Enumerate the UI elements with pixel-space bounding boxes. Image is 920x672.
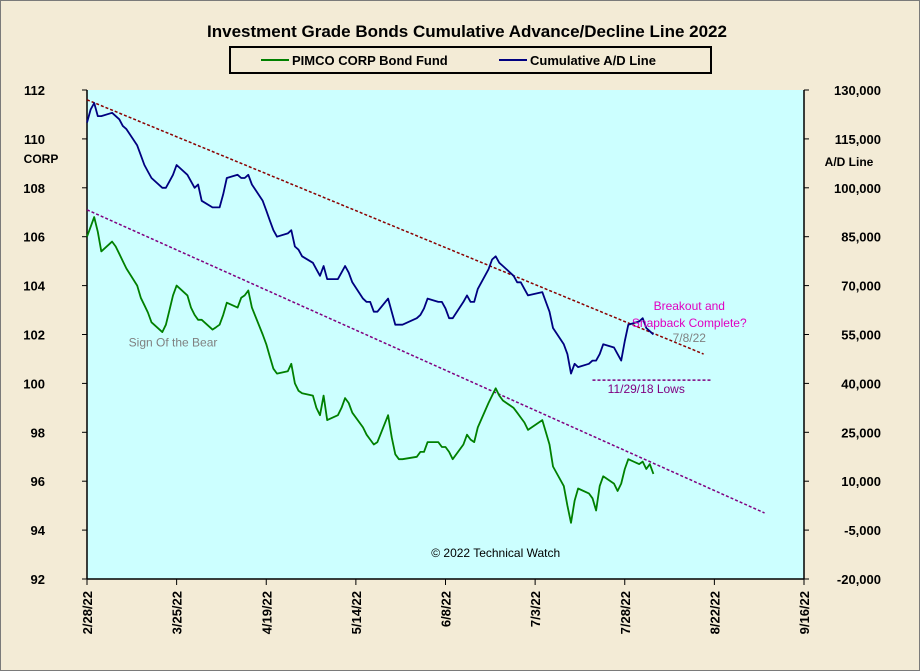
left-axis-tick-label: 96 (31, 474, 45, 489)
right-axis-tick-label: -20,000 (837, 572, 881, 587)
x-axis-tick-label: 3/25/22 (170, 591, 185, 634)
right-axis-tick-label: 40,000 (841, 376, 881, 391)
x-axis-tick-label: 2/28/22 (80, 591, 95, 634)
left-axis-tick-label: 94 (31, 523, 46, 538)
trendlines (86, 99, 765, 514)
trendline (86, 209, 765, 514)
left-axis-label: CORP (24, 152, 59, 166)
x-axis-tick-label: 4/19/22 (259, 591, 274, 634)
annotation: 11/29/18 Lows (608, 382, 685, 396)
right-axis-tick-label: 85,000 (841, 230, 881, 245)
right-axis-label: A/D Line (825, 155, 874, 169)
x-axis-tick-label: 9/16/22 (797, 591, 812, 634)
left-axis-tick-label: 102 (23, 328, 45, 343)
left-axis-tick-label: 106 (23, 230, 45, 245)
right-axis-tick-label: 70,000 (841, 279, 881, 294)
x-axis-tick-label: 6/8/22 (439, 591, 454, 627)
axis-ticks: 92 94 96 98 100 102 104 106 108 110 112 -20,000 -5,0… (23, 83, 881, 634)
x-axis-tick-label: 5/14/22 (349, 591, 364, 634)
legend-label-ad: Cumulative A/D Line (530, 53, 656, 68)
right-axis-tick-label: 55,000 (841, 328, 881, 343)
right-axis-tick-label: 130,000 (834, 83, 881, 98)
legend-label-corp: PIMCO CORP Bond Fund (292, 53, 448, 68)
right-axis-tick-label: 25,000 (841, 425, 881, 440)
annotations: Sign Of the Bear Breakout and Snapback Com… (129, 299, 747, 560)
left-axis-tick-label: 98 (31, 425, 45, 440)
left-axis-tick-label: 92 (31, 572, 45, 587)
left-axis-tick-label: 112 (24, 83, 45, 98)
trendline (86, 99, 704, 355)
data-series (86, 102, 655, 524)
right-axis-tick-label: 100,000 (834, 181, 881, 196)
series-line-ad (86, 102, 655, 375)
annotation: Snapback Complete? (632, 316, 747, 330)
legend-box (229, 46, 712, 74)
left-axis-tick-label: 110 (24, 132, 45, 147)
left-axis-tick-label: 108 (23, 181, 45, 196)
x-axis-tick-label: 7/28/22 (618, 591, 633, 634)
annotation: © 2022 Technical Watch (431, 546, 560, 560)
x-axis-tick-label: 8/22/22 (707, 591, 722, 634)
annotation: Sign Of the Bear (129, 336, 218, 350)
right-axis-tick-label: 115,000 (835, 132, 881, 147)
series-line-corp (86, 216, 655, 524)
right-axis-tick-label: -5,000 (844, 523, 881, 538)
x-axis-tick-label: 7/3/22 (528, 591, 543, 627)
left-axis-tick-label: 100 (23, 376, 45, 391)
annotation: Breakout and (654, 299, 725, 313)
plot-area (87, 90, 804, 579)
right-axis-tick-label: 10,000 (841, 474, 881, 489)
left-axis-tick-label: 104 (23, 279, 45, 294)
annotation: 7/8/22 (673, 331, 707, 345)
chart-title: Investment Grade Bonds Cumulative Advanc… (207, 22, 727, 41)
